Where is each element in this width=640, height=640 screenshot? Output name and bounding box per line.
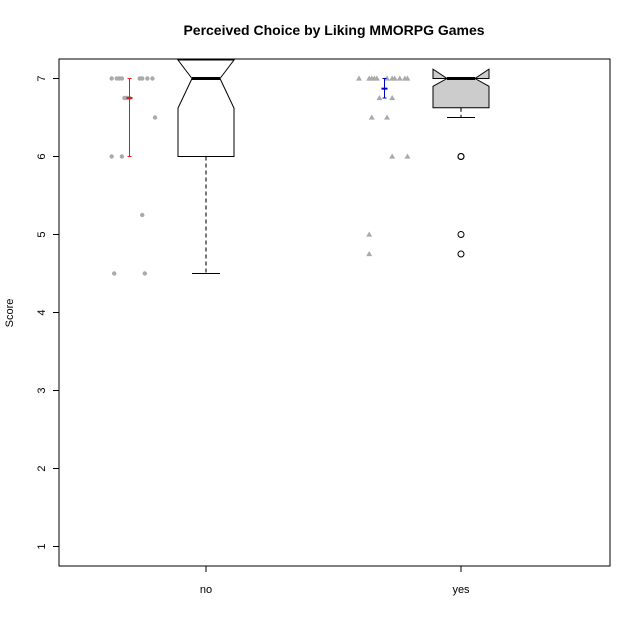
group-yes	[356, 68, 490, 258]
data-point	[404, 153, 411, 159]
notched-box	[432, 68, 490, 109]
data-point	[109, 154, 114, 159]
data-point	[384, 75, 391, 81]
x-tick-label-yes: yes	[452, 584, 470, 596]
data-point	[140, 76, 145, 81]
data-point	[391, 75, 398, 81]
data-point	[152, 115, 158, 120]
plot-area	[109, 59, 490, 276]
data-point	[119, 154, 125, 159]
y-tick-label: 5	[36, 231, 48, 237]
data-point	[368, 114, 375, 120]
notched-box	[176, 59, 236, 157]
y-axis-ticks: 1 2 3 4 5 6 7	[36, 75, 59, 550]
y-axis-label: Score	[4, 299, 16, 328]
data-point	[109, 76, 114, 81]
y-tick-label: 6	[36, 153, 48, 159]
plot-frame	[58, 58, 611, 567]
outlier-point	[457, 250, 465, 258]
outlier-point	[457, 153, 465, 160]
data-point	[389, 153, 396, 159]
data-point	[376, 95, 383, 101]
data-point	[119, 76, 125, 81]
y-tick-label: 7	[36, 75, 48, 81]
data-point	[150, 76, 155, 81]
y-tick-label: 2	[36, 465, 48, 471]
data-point	[145, 76, 150, 81]
data-point	[140, 212, 145, 218]
data-point	[366, 231, 373, 237]
group-no	[109, 59, 236, 276]
chart-title: Perceived Choice by Liking MMORPG Games	[183, 22, 484, 38]
data-point	[142, 271, 147, 276]
data-point	[356, 75, 362, 81]
data-point	[366, 251, 373, 257]
data-point	[396, 75, 403, 81]
y-tick-label: 4	[36, 309, 48, 315]
y-tick-label: 1	[36, 543, 48, 549]
x-tick-label-no: no	[200, 584, 212, 596]
data-point	[373, 75, 380, 81]
y-tick-label: 3	[36, 387, 48, 393]
data-point	[404, 75, 411, 81]
outlier-point	[457, 231, 465, 238]
data-point	[384, 114, 391, 120]
data-point	[112, 271, 117, 276]
x-axis-ticks: no yes	[200, 566, 470, 596]
data-point	[389, 95, 396, 101]
